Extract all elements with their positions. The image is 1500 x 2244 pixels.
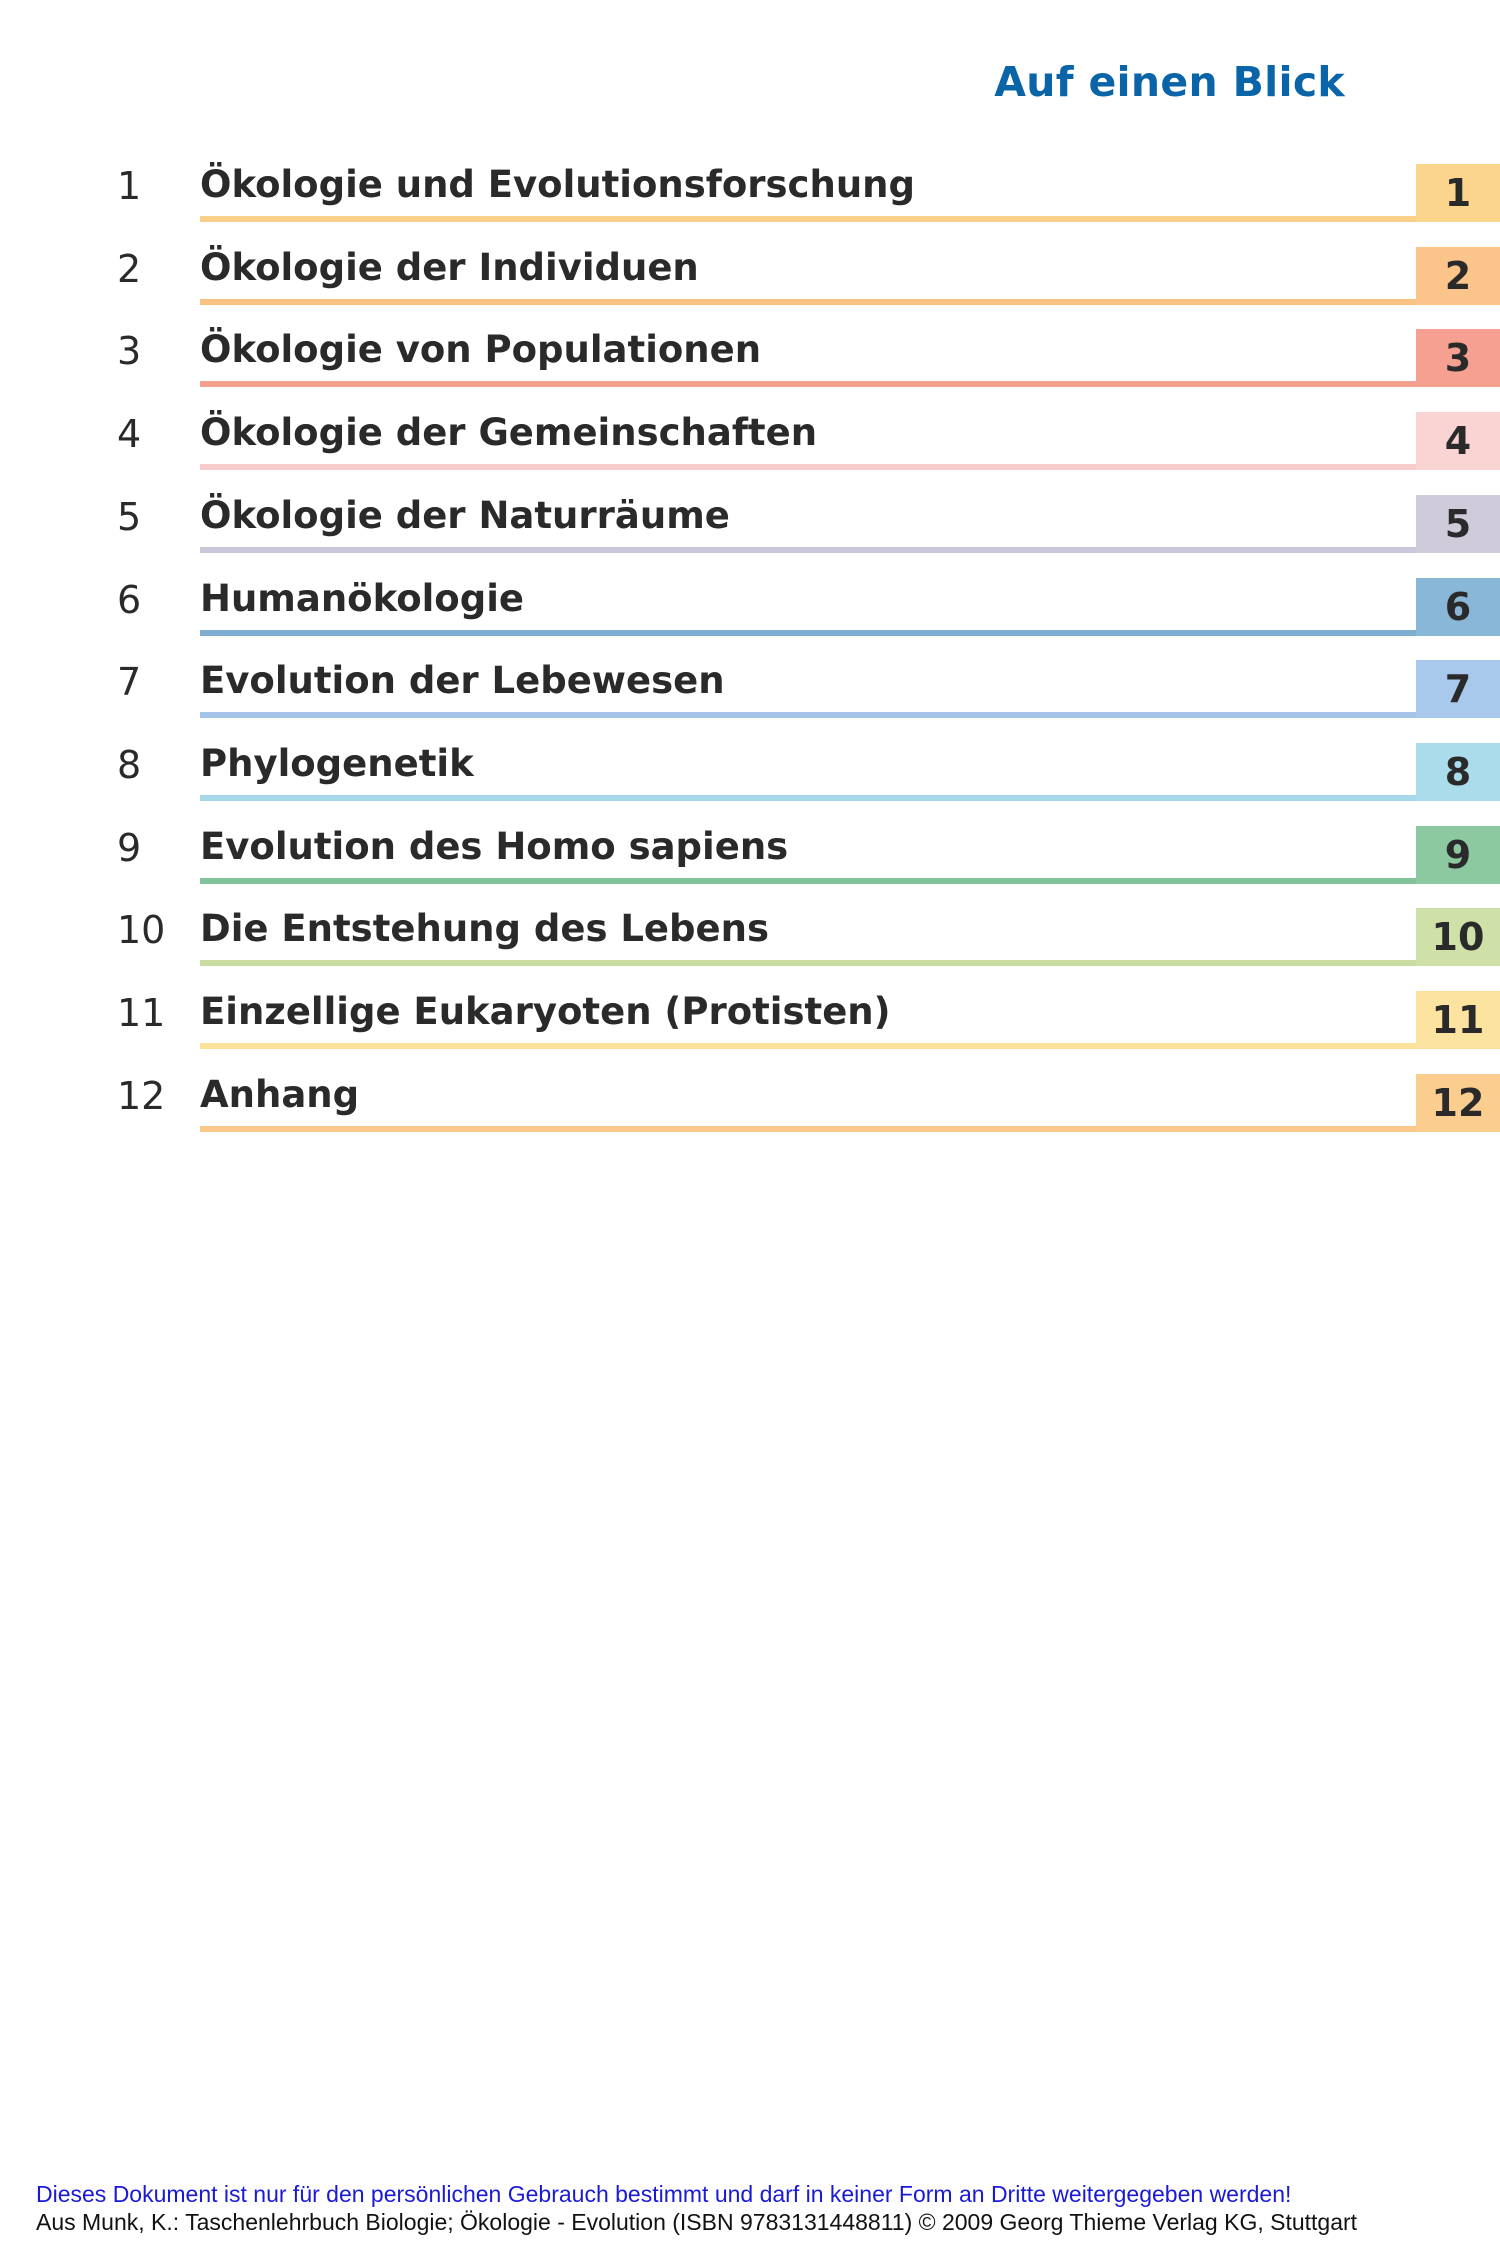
toc-chapter-tab[interactable]: 2 <box>1416 246 1500 305</box>
toc-divider-line <box>200 877 1418 884</box>
toc-chapter-number: 8 <box>117 742 142 787</box>
toc-chapter-title[interactable]: Evolution der Lebewesen <box>200 659 725 703</box>
toc-chapter-title[interactable]: Die Entstehung des Lebens <box>200 907 769 951</box>
footer-usage-notice: Dieses Dokument ist nur für den persönli… <box>36 2181 1292 2207</box>
toc-chapter-title[interactable]: Ökologie von Populationen <box>200 328 762 372</box>
toc-chapter-number: 3 <box>117 329 142 374</box>
footer: Dieses Dokument ist nur für den persönli… <box>36 2180 1357 2236</box>
toc-chapter-title[interactable]: Phylogenetik <box>200 741 474 785</box>
toc-chapter-number: 12 <box>117 1073 166 1118</box>
toc-chapter-tab[interactable]: 5 <box>1416 494 1500 553</box>
toc-chapter-tab[interactable]: 11 <box>1416 991 1500 1049</box>
toc-chapter-tab[interactable]: 6 <box>1416 577 1500 636</box>
toc-chapter-title[interactable]: Ökologie der Naturräume <box>200 493 730 537</box>
toc-chapter-title[interactable]: Anhang <box>200 1072 360 1116</box>
toc-chapter-tab[interactable]: 3 <box>1416 329 1500 388</box>
toc-divider-line <box>200 794 1418 801</box>
toc-chapter-number: 1 <box>117 164 142 208</box>
toc-divider-line <box>200 1043 1418 1049</box>
toc-chapter-number: 4 <box>117 412 142 457</box>
toc-chapter-title[interactable]: Einzellige Eukaryoten (Protisten) <box>200 990 891 1033</box>
toc-chapter-tab[interactable]: 1 <box>1416 164 1500 222</box>
toc-divider-line <box>200 960 1418 967</box>
toc-chapter-number: 10 <box>117 908 166 953</box>
footer-citation: Aus Munk, K.: Taschenlehrbuch Biologie; … <box>36 2209 1358 2235</box>
toc-chapter-tab[interactable]: 7 <box>1416 660 1500 719</box>
page-title: Auf einen Blick <box>994 58 1345 106</box>
toc-divider-line <box>200 1125 1418 1132</box>
toc-chapter-number: 11 <box>117 991 166 1035</box>
toc-chapter-number: 2 <box>117 246 142 291</box>
toc-chapter-tab[interactable]: 8 <box>1416 742 1500 801</box>
toc-divider-line <box>200 298 1418 305</box>
toc-divider-line <box>200 381 1418 388</box>
toc-chapter-title[interactable]: Ökologie der Gemeinschaften <box>200 411 818 455</box>
toc-chapter-number: 6 <box>117 577 142 622</box>
toc-chapter-title[interactable]: Ökologie und Evolutionsforschung <box>200 163 915 206</box>
toc-divider-line <box>200 464 1418 471</box>
toc-chapter-number: 9 <box>117 825 142 870</box>
toc-divider-line <box>200 712 1418 719</box>
toc-chapter-tab[interactable]: 9 <box>1416 825 1500 884</box>
toc-chapter-title[interactable]: Humanökologie <box>200 576 524 620</box>
toc-divider-line <box>200 546 1418 553</box>
toc-chapter-number: 7 <box>117 660 142 705</box>
toc-chapter-tab[interactable]: 4 <box>1416 412 1500 471</box>
toc-chapter-title[interactable]: Evolution des Homo sapiens <box>200 824 789 868</box>
toc-chapter-tab[interactable]: 12 <box>1416 1073 1500 1132</box>
toc-chapter-number: 5 <box>117 494 142 539</box>
toc-divider-line <box>200 629 1418 636</box>
toc-divider-line <box>200 216 1418 222</box>
toc-chapter-title[interactable]: Ökologie der Individuen <box>200 245 699 289</box>
toc-chapter-tab[interactable]: 10 <box>1416 908 1500 967</box>
